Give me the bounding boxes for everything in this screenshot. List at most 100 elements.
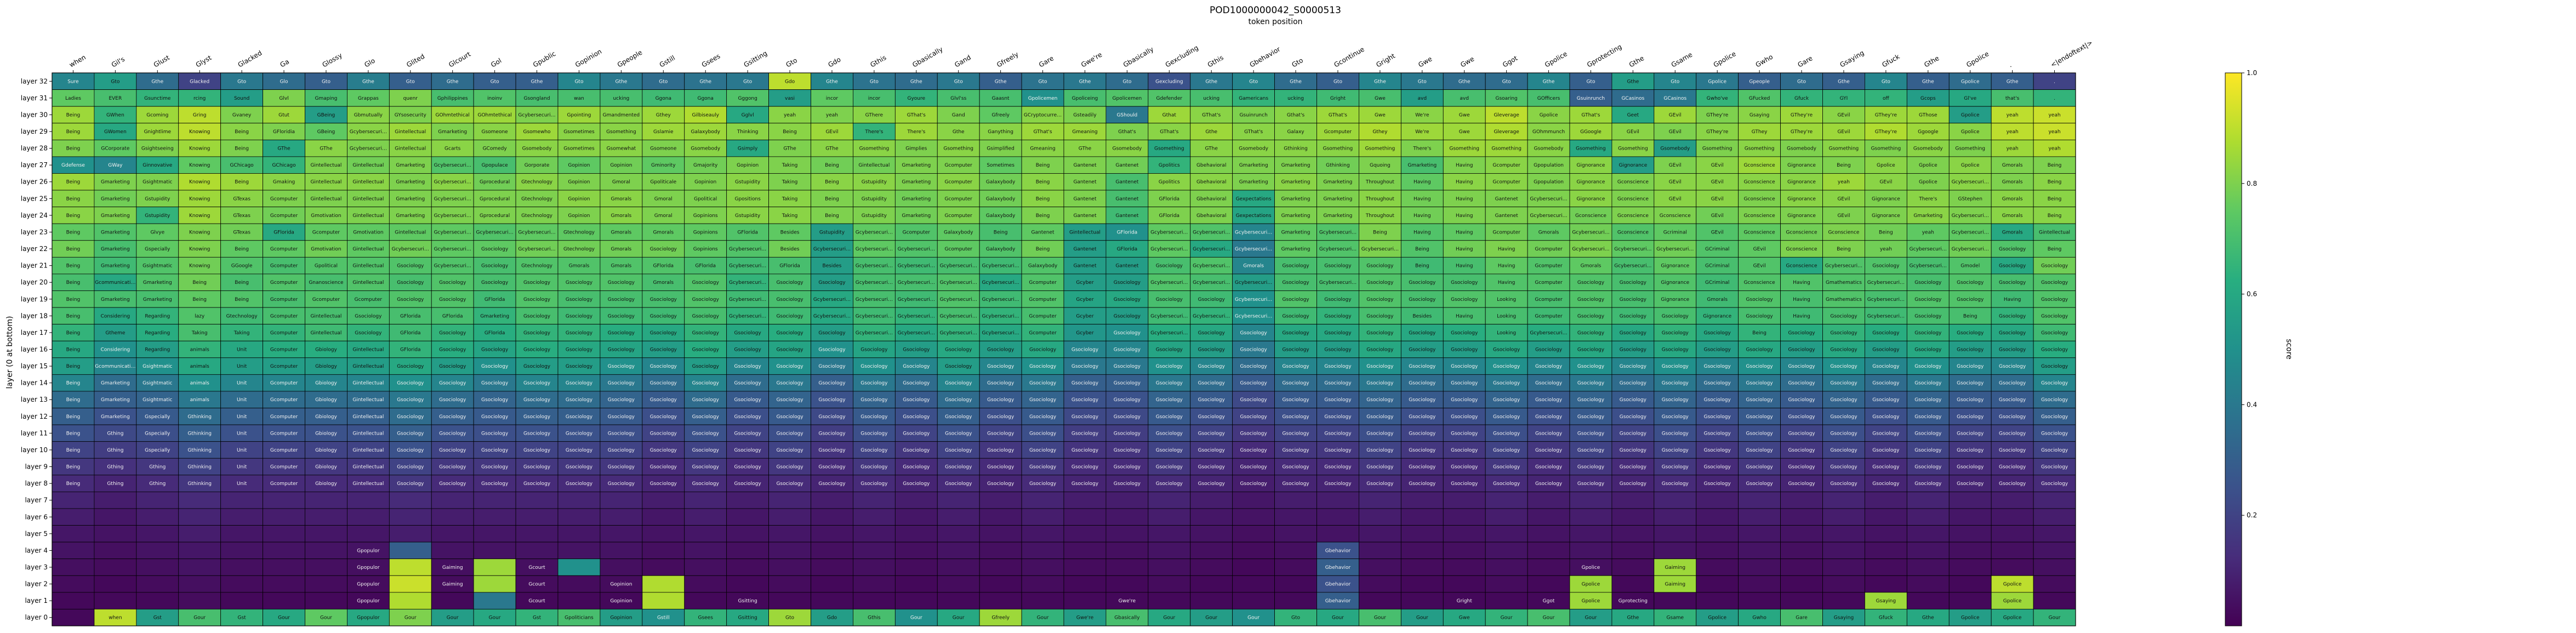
cell-label: Gsociology	[1999, 448, 2026, 453]
x-tick-label: Glited	[405, 53, 426, 69]
heatmap-cell	[1190, 106, 1233, 124]
cell-label: Having	[1498, 247, 1515, 252]
cell-label: Gsociology	[397, 465, 424, 470]
x-tick-label: Gwe	[1459, 55, 1475, 69]
cell-label: Gantenet	[1115, 264, 1139, 269]
cell-label: Gintellectual	[352, 381, 384, 386]
heatmap-cell	[1611, 525, 1655, 543]
cell-label: Gto	[1502, 79, 1512, 84]
x-tick-label: Gthis	[869, 54, 887, 69]
heatmap-cell	[1569, 123, 1612, 140]
cell-label: Gcybersecuri…	[434, 230, 471, 235]
heatmap-cell	[1400, 139, 1444, 157]
heatmap-cell	[768, 491, 811, 509]
heatmap-cell	[1485, 207, 1528, 224]
heatmap-cell	[389, 190, 432, 208]
cell-label: Gsociology	[1620, 313, 1647, 319]
cell-label: Gcybersecuri…	[1361, 247, 1399, 252]
cell-label: GThat's	[1581, 112, 1600, 118]
heatmap-cell	[1569, 525, 1612, 543]
cell-label: Gsociology	[1156, 364, 1183, 369]
heatmap-cell	[600, 156, 643, 174]
heatmap-cell	[1654, 273, 1697, 291]
cell-label: Gthe	[826, 79, 838, 84]
cell-label: Gsociology	[1620, 381, 1647, 386]
heatmap-cell	[1991, 106, 2034, 124]
x-tick-label: Gsaying	[1838, 49, 1865, 69]
cell-label: Gpolice	[2003, 582, 2022, 588]
cell-label: Gaiming	[442, 582, 463, 588]
heatmap-cell	[894, 72, 938, 90]
heatmap-cell	[684, 240, 727, 258]
heatmap-cell	[136, 508, 179, 526]
heatmap-cell	[1865, 541, 1907, 560]
cell-label: GFlorida	[695, 264, 716, 269]
heatmap-cell	[1991, 525, 2034, 543]
heatmap-cell	[768, 592, 811, 609]
cell-label: Gsociology	[776, 481, 803, 487]
cell-label: Gaasnt	[992, 96, 1010, 101]
cell-label: Gsociology	[1788, 330, 1815, 336]
heatmap-cell	[557, 525, 601, 543]
y-axis-label: layer (0 at bottom)	[5, 316, 14, 389]
heatmap-cell	[811, 89, 853, 107]
cell-label: GEvil	[1711, 196, 1724, 202]
cell-label: Gsociology	[1914, 465, 1942, 470]
cell-label: Gsociology	[650, 364, 677, 369]
heatmap-cell	[515, 223, 558, 241]
cell-label: Gsociology	[1282, 414, 1309, 420]
cell-label: Gcomputer	[1535, 247, 1563, 252]
cell-label: Gopinion	[568, 180, 590, 185]
heatmap-cell	[1359, 173, 1401, 191]
heatmap-cell	[220, 508, 263, 526]
cell-label: Gaiming	[442, 565, 463, 571]
heatmap-cell	[1400, 256, 1444, 275]
heatmap-cell	[1780, 207, 1823, 224]
heatmap-cell	[894, 156, 938, 174]
heatmap-cell	[515, 240, 558, 258]
cell-label: Gsociology	[439, 297, 466, 303]
cell-label: Gwho	[1752, 615, 1766, 621]
heatmap-cell	[1696, 491, 1739, 509]
cell-label: Gcybersecuri…	[1614, 247, 1651, 252]
heatmap-cell	[1991, 508, 2034, 526]
cell-label: Gpolice	[1877, 163, 1895, 168]
heatmap-cell	[305, 558, 347, 576]
cell-label: Gsometimes	[563, 146, 595, 152]
y-tick-label: layer 28	[21, 145, 48, 152]
heatmap-cell	[1696, 207, 1739, 224]
heatmap-cell	[1359, 72, 1401, 90]
heatmap-cell	[347, 207, 390, 224]
cell-label: Gcybersecuri…	[982, 313, 1019, 319]
heatmap-cell	[1021, 592, 1064, 609]
y-tick-label: layer 20	[21, 278, 48, 286]
cell-label: Gaiming	[1665, 565, 1685, 571]
cell-label: Gsoaring	[1495, 96, 1517, 101]
cell-label: Being	[994, 230, 1008, 235]
cell-label: Gcriminal	[1663, 230, 1687, 235]
y-tick-label: layer 15	[21, 362, 48, 370]
cell-label: Gsociology	[1114, 414, 1141, 420]
heatmap-cell	[515, 123, 558, 140]
cell-label: GComedy	[483, 146, 508, 152]
heatmap-cell	[305, 273, 347, 291]
cell-label: Gsociology	[776, 313, 803, 319]
cell-label: Gsociology	[1662, 381, 1689, 386]
cell-label: Gsomething	[1576, 146, 1606, 152]
x-tick-label: Gwho	[1754, 53, 1774, 69]
cell-label: Being	[66, 297, 81, 303]
y-tick-label: layer 11	[21, 429, 48, 437]
x-tick-label: Gil's	[110, 55, 126, 69]
colorbar-tick-label: 0.8	[2247, 180, 2257, 187]
heatmap-cell	[1359, 273, 1401, 291]
cell-label: Being	[1879, 230, 1893, 235]
cell-label: Gcomputer	[1535, 297, 1563, 303]
cell-label: Gsociology	[1914, 364, 1942, 369]
cell-label: Gsociology	[1240, 431, 1268, 436]
heatmap-cell	[1063, 207, 1107, 224]
cell-label: Gsociology	[987, 414, 1015, 420]
cell-label: Gsociology	[1324, 465, 1352, 470]
cell-label: GGoogle	[1580, 129, 1602, 135]
heatmap-cell	[979, 89, 1022, 107]
heatmap-cell	[1317, 256, 1359, 275]
